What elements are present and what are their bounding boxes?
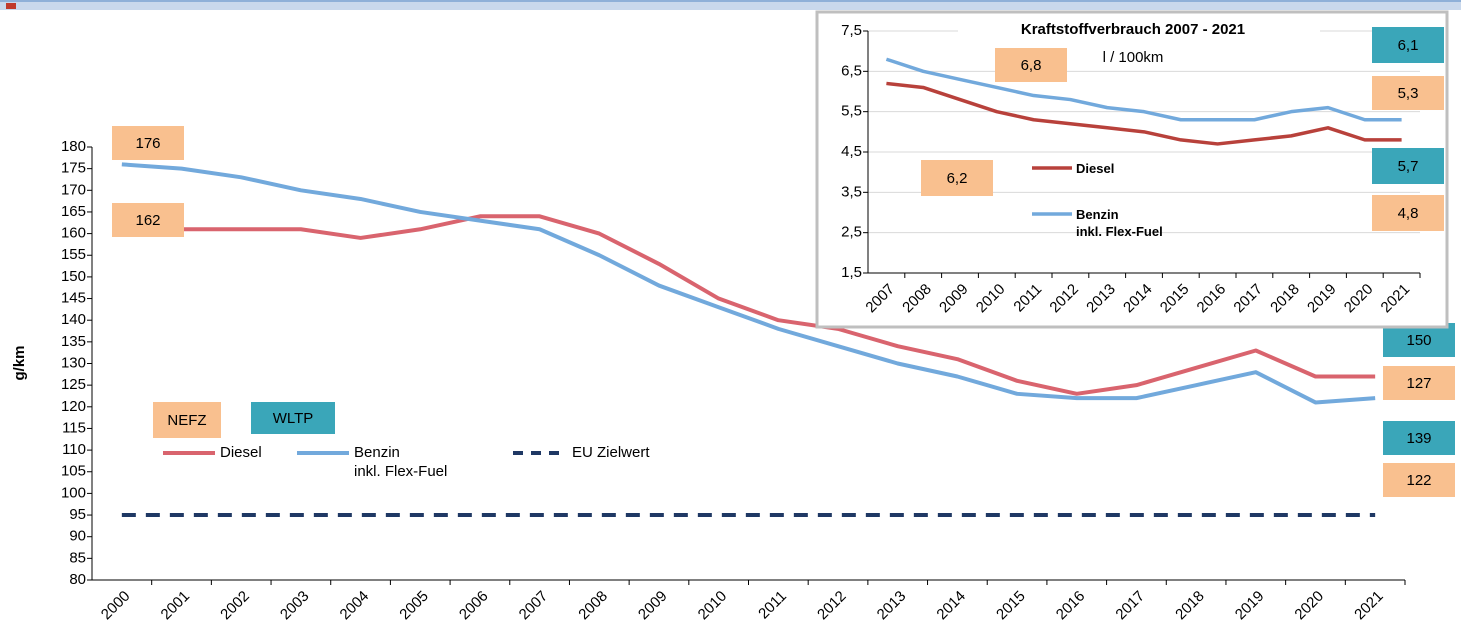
annotation: 122 bbox=[1406, 472, 1431, 489]
y-tick-label: 175 bbox=[61, 160, 86, 177]
y-tick-label: 3,5 bbox=[841, 183, 862, 200]
y-tick-label: 105 bbox=[61, 463, 86, 480]
legend-label: Diesel bbox=[1076, 161, 1115, 176]
y-tick-label: 140 bbox=[61, 311, 86, 328]
y-tick-label: 7,5 bbox=[841, 22, 862, 39]
annotation: WLTP bbox=[273, 410, 314, 427]
annotation-box bbox=[1383, 323, 1455, 357]
annotation-box bbox=[1372, 27, 1444, 63]
y-tick-label: 110 bbox=[62, 441, 86, 458]
series-line bbox=[886, 81, 1402, 146]
annotation: 150 bbox=[1406, 332, 1431, 349]
y-tick-label: 115 bbox=[62, 419, 86, 436]
annotation: 6,2 bbox=[947, 170, 968, 187]
x-tick-label: 2021 bbox=[1351, 588, 1387, 624]
y-tick-label: 2,5 bbox=[841, 224, 862, 241]
y-tick-label: 145 bbox=[61, 290, 86, 307]
annotation-box bbox=[1383, 463, 1455, 497]
annotation-box bbox=[1372, 195, 1444, 231]
title-bg bbox=[958, 18, 1320, 42]
y-tick-label: 135 bbox=[61, 333, 86, 350]
series-line bbox=[121, 214, 1376, 396]
y-tick-label: 6,5 bbox=[841, 62, 862, 79]
y-tick-label: 1,5 bbox=[841, 264, 862, 281]
annotation-box bbox=[995, 48, 1067, 82]
annotation-box bbox=[1372, 76, 1444, 110]
y-tick-label: 4,5 bbox=[841, 143, 862, 160]
annotation: 162 bbox=[135, 212, 160, 229]
x-tick-label: 2000 bbox=[98, 588, 134, 624]
x-tick-label: 2020 bbox=[1291, 588, 1327, 624]
annotation: 127 bbox=[1406, 375, 1431, 392]
x-tick-label: 2001 bbox=[158, 588, 194, 624]
y-tick-label: 150 bbox=[61, 268, 86, 285]
annotation: 6,8 bbox=[1021, 57, 1042, 74]
annotation-box bbox=[921, 160, 993, 196]
x-tick-label: 2016 bbox=[1053, 588, 1089, 624]
x-tick-label: 2012 bbox=[814, 588, 850, 624]
annotation: 5,7 bbox=[1398, 158, 1419, 175]
x-tick-label: 2017 bbox=[1112, 588, 1148, 624]
annotation: 176 bbox=[135, 135, 160, 152]
x-tick-label: 2009 bbox=[635, 588, 671, 624]
annotation: 6,1 bbox=[1398, 37, 1419, 54]
inset-title: Kraftstoffverbrauch 2007 - 2021 bbox=[1021, 21, 1245, 38]
x-tick-label: 2019 bbox=[1232, 588, 1268, 624]
x-tick-label: 2014 bbox=[933, 588, 969, 624]
y-tick-label: 165 bbox=[61, 203, 86, 220]
x-tick-label: 2010 bbox=[695, 588, 731, 624]
y-tick-label: 120 bbox=[61, 398, 86, 415]
series-line bbox=[885, 57, 1402, 122]
annotation-box bbox=[1372, 148, 1444, 184]
x-tick-label: 2008 bbox=[575, 588, 611, 624]
annotation: 5,3 bbox=[1398, 85, 1419, 102]
annotation-box bbox=[251, 402, 335, 434]
annotation-box bbox=[112, 126, 184, 160]
y-tick-label: 130 bbox=[61, 354, 86, 371]
y-tick-label: 5,5 bbox=[841, 103, 862, 120]
y-tick-label: 95 bbox=[69, 506, 86, 523]
y-tick-label: 170 bbox=[61, 181, 86, 198]
header-mark bbox=[6, 3, 16, 9]
y-tick-label: 180 bbox=[61, 138, 86, 155]
y-tick-label: 100 bbox=[61, 484, 86, 501]
x-tick-label: 2007 bbox=[516, 588, 552, 624]
x-tick-label: 2005 bbox=[396, 588, 432, 624]
y-tick-label: 160 bbox=[61, 225, 86, 242]
x-tick-label: 2015 bbox=[993, 588, 1029, 624]
legend-label: EU Zielwert bbox=[572, 444, 650, 461]
y-tick-label: 125 bbox=[61, 376, 86, 393]
x-tick-label: 2003 bbox=[277, 588, 313, 624]
subtitle-bg bbox=[1080, 46, 1185, 70]
y-tick-label: 90 bbox=[69, 528, 86, 545]
series-line bbox=[121, 162, 1376, 405]
y-tick-label: 155 bbox=[61, 246, 86, 263]
x-tick-label: 2006 bbox=[456, 588, 492, 624]
annotation-box bbox=[1383, 421, 1455, 455]
y-tick-label: 85 bbox=[69, 549, 86, 566]
y-tick-label: 80 bbox=[69, 571, 86, 588]
header-line bbox=[0, 0, 1461, 2]
annotation-box bbox=[1383, 366, 1455, 400]
annotation: 139 bbox=[1406, 430, 1431, 447]
annotation-box bbox=[153, 402, 221, 438]
x-tick-label: 2002 bbox=[217, 588, 253, 624]
x-tick-label: 2018 bbox=[1172, 588, 1208, 624]
inset-subtitle: l / 100km bbox=[1103, 49, 1164, 66]
legend-label: Benzin inkl. Flex-Fuel bbox=[354, 444, 448, 480]
annotation: 4,8 bbox=[1398, 205, 1419, 222]
header-bar bbox=[0, 0, 1461, 10]
x-tick-label: 2004 bbox=[337, 588, 373, 624]
legend-label: Benzin inkl. Flex-Fuel bbox=[1076, 207, 1163, 239]
annotation-box bbox=[112, 203, 184, 237]
annotation: NEFZ bbox=[167, 412, 206, 429]
legend-label: Diesel bbox=[220, 444, 262, 461]
x-tick-label: 2013 bbox=[874, 588, 910, 624]
y-axis-label: g/km bbox=[11, 345, 28, 380]
x-tick-label: 2011 bbox=[755, 588, 790, 623]
